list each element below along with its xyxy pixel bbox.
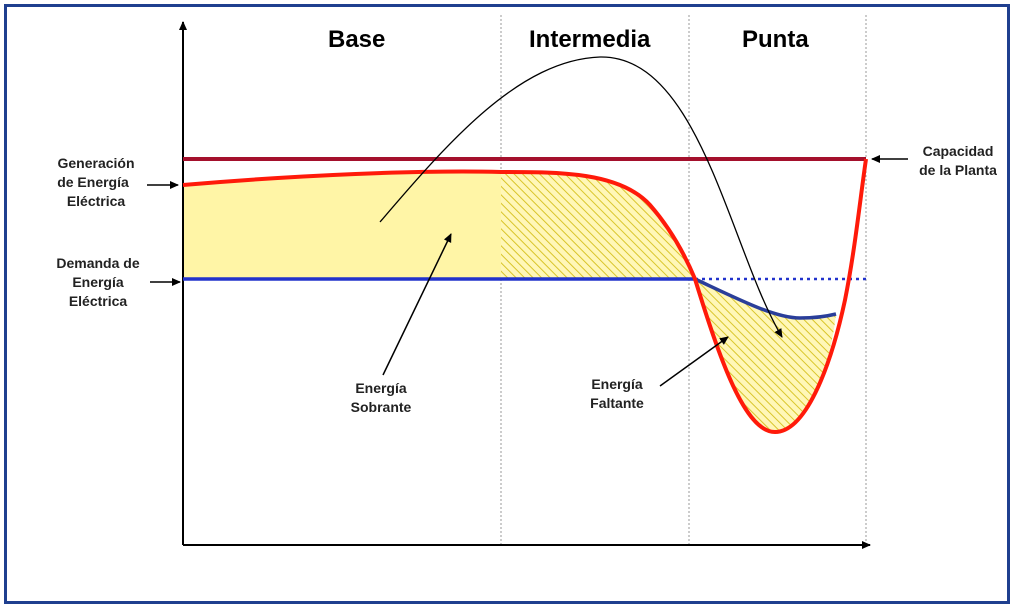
demanda-label: Demanda de Energía Eléctrica (56, 255, 140, 309)
sobrante-label: Energía Sobrante (350, 380, 412, 415)
faltante-arrow (659, 336, 729, 387)
band-title-intermedia: Intermedia (529, 26, 651, 53)
capacidad-label: Capacidad de la Planta (919, 143, 997, 178)
generacion-label: Generación de Energía Eléctrica (57, 155, 135, 209)
sobrante-arrow (382, 233, 452, 376)
surplus-area-solid (183, 171, 501, 279)
energy-diagram (147, 15, 908, 549)
transfer-arrow (379, 56, 783, 338)
faltante-label: Energía Faltante (590, 376, 644, 411)
generation-curve (182, 158, 868, 435)
band-title-base: Base (328, 26, 386, 53)
demand-peak-curve (694, 277, 837, 320)
band-title-punta: Punta (742, 26, 809, 53)
surplus-area-hatched (501, 172, 695, 279)
deficit-area (695, 279, 836, 432)
